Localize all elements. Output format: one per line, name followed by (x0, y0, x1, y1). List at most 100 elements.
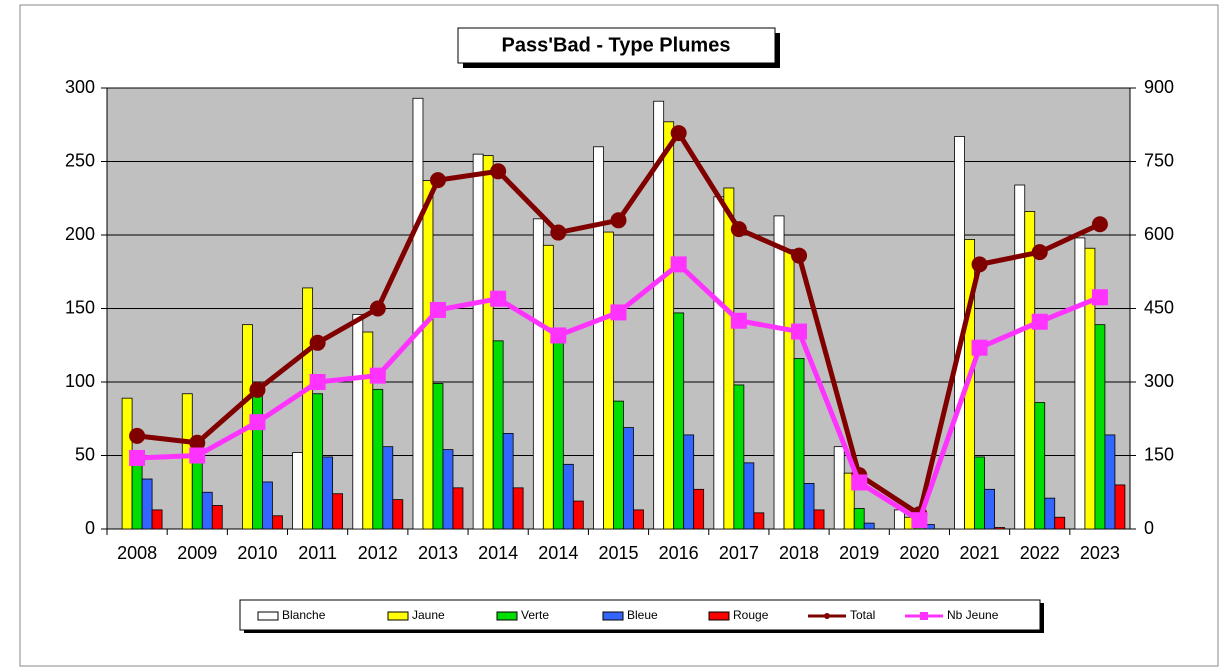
x-tick-label: 2016 (659, 543, 699, 563)
title-box (457, 27, 776, 64)
legend-swatch (387, 611, 409, 621)
bar (532, 218, 544, 530)
x-tick-label: 2009 (177, 543, 217, 563)
y2-tick-label: 900 (1144, 77, 1174, 97)
x-tick-label: 2018 (779, 543, 819, 563)
bar (753, 512, 765, 530)
x-tick-label: 2021 (960, 543, 1000, 563)
bar (723, 187, 735, 530)
chart-title: Pass'Bad - Type Plumes (502, 34, 731, 56)
marker (189, 447, 206, 464)
marker (1091, 216, 1108, 233)
bar (552, 337, 564, 530)
bar (1044, 497, 1056, 530)
bar (201, 491, 213, 530)
x-tick-label: 2020 (899, 543, 939, 563)
bar (292, 452, 304, 530)
bar (1014, 184, 1026, 530)
bar (492, 340, 504, 530)
y2-tick-label: 150 (1144, 444, 1174, 464)
y-tick-label: 300 (65, 77, 95, 97)
bar (813, 509, 825, 530)
legend-label: Total (850, 608, 875, 622)
bar (673, 312, 685, 530)
x-tick-label: 2023 (1080, 543, 1120, 563)
y-tick-label: 100 (65, 371, 95, 391)
bar (252, 384, 263, 530)
bar (1114, 484, 1126, 530)
legend-swatch (496, 611, 518, 621)
marker (791, 247, 808, 264)
bar (442, 449, 454, 530)
marker (129, 449, 146, 466)
y-tick-label: 0 (85, 518, 95, 538)
legend-swatch (708, 611, 730, 621)
bar (603, 231, 614, 530)
marker (971, 256, 988, 273)
bar (803, 483, 815, 530)
bar (512, 487, 524, 530)
marker (610, 212, 627, 229)
bar (833, 446, 845, 530)
bar (432, 383, 444, 530)
marker (129, 427, 146, 444)
bar (472, 153, 484, 530)
marker (369, 300, 386, 317)
x-tick-label: 2012 (358, 543, 398, 563)
marker (309, 334, 326, 351)
bar (131, 456, 143, 530)
x-tick-label: 2014 (538, 543, 578, 563)
bar (392, 499, 404, 530)
y2-tick-label: 750 (1144, 150, 1174, 170)
marker (610, 304, 627, 321)
bar (793, 358, 805, 530)
bar (412, 97, 424, 530)
bar (623, 427, 634, 530)
bar (1104, 434, 1116, 530)
bar (974, 456, 985, 530)
marker (429, 301, 446, 318)
x-tick-label: 2011 (298, 543, 337, 563)
marker (429, 172, 446, 189)
legend-swatch (602, 611, 624, 621)
marker (369, 367, 386, 384)
bar (141, 478, 153, 530)
bar (332, 493, 344, 530)
bar (863, 522, 875, 530)
marker (670, 256, 687, 273)
bar (262, 481, 273, 530)
marker (249, 381, 266, 398)
bar (1074, 237, 1086, 530)
bar (422, 180, 434, 530)
y2-tick-label: 600 (1144, 224, 1174, 244)
bar (352, 313, 364, 530)
bar (773, 215, 785, 530)
marker (730, 221, 747, 238)
marker (1091, 289, 1108, 306)
bar (743, 462, 755, 530)
bar (783, 249, 795, 530)
marker (189, 434, 206, 451)
bar (593, 146, 604, 530)
legend-marker (824, 613, 830, 619)
bar (1094, 324, 1106, 530)
y-tick-label: 150 (65, 297, 95, 317)
x-tick-label: 2019 (839, 543, 879, 563)
y2-tick-label: 300 (1144, 371, 1174, 391)
marker (249, 414, 266, 431)
bar (713, 196, 725, 530)
bar (733, 384, 745, 530)
bar (312, 393, 324, 530)
bar (984, 488, 995, 530)
y-tick-label: 50 (75, 444, 95, 464)
bar (272, 515, 283, 530)
legend-swatch (257, 611, 279, 621)
bar (663, 121, 675, 530)
y2-tick-label: 0 (1144, 518, 1154, 538)
bar (482, 155, 494, 530)
x-tick-label: 2013 (418, 543, 458, 563)
legend-label: Jaune (412, 608, 445, 622)
legend-label: Bleue (627, 608, 658, 622)
bar (382, 446, 394, 530)
